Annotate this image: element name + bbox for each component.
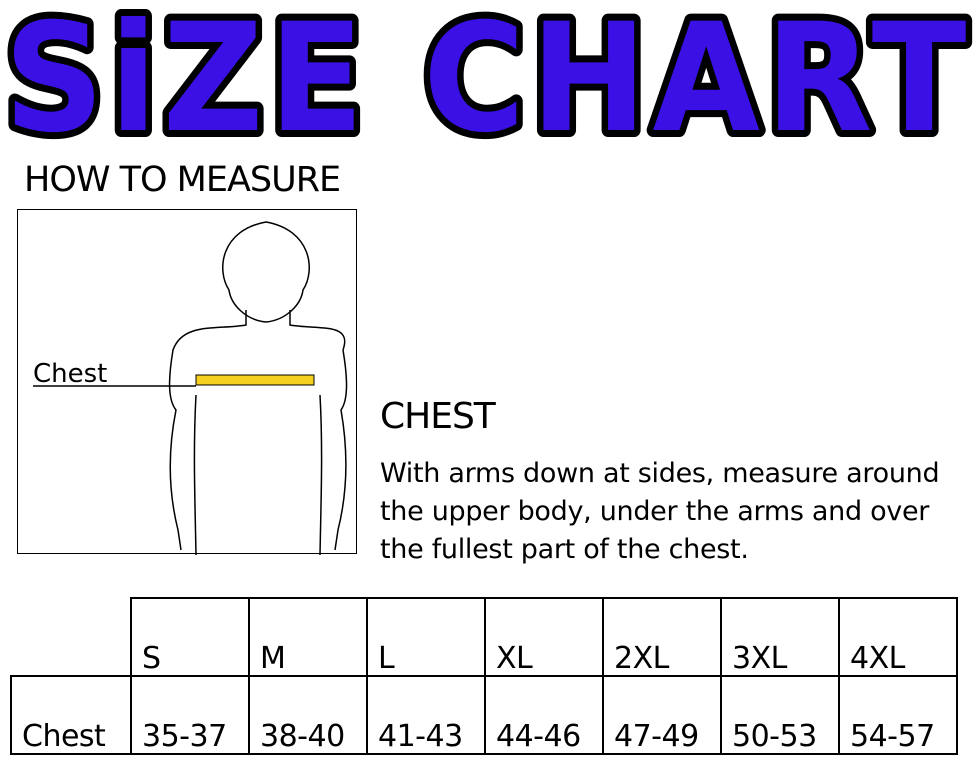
size-table: S M L XL 2XL 3XL 4XL Chest 35-37 38-40 4… [10, 597, 958, 755]
chest-value: 35-37 [130, 675, 250, 755]
size-header: XL [484, 597, 604, 677]
size-header: 4XL [838, 597, 958, 677]
how-to-measure-heading: HOW TO MEASURE [24, 160, 341, 200]
measurement-figure: Chest [17, 209, 357, 556]
chest-value: 44-46 [484, 675, 604, 755]
chest-value: 38-40 [248, 675, 368, 755]
empty-corner-cell [11, 598, 131, 676]
size-header: 2XL [602, 597, 722, 677]
chest-value: 54-57 [838, 675, 958, 755]
body-outline-icon: Chest [33, 221, 348, 556]
table-row: Chest 35-37 38-40 41-43 44-46 47-49 50-5… [10, 675, 958, 755]
size-chart-title: SiZE CHART [0, 0, 973, 150]
chest-value: 50-53 [720, 675, 840, 755]
size-header: S [130, 597, 250, 677]
chest-heading: CHEST [380, 396, 496, 437]
title-text: SiZE CHART [4, 0, 972, 150]
row-label: Chest [10, 675, 132, 755]
table-header-row: S M L XL 2XL 3XL 4XL [11, 597, 958, 677]
size-header: M [248, 597, 368, 677]
chest-description: With arms down at sides, measure around … [380, 458, 940, 565]
chest-value: 41-43 [366, 675, 486, 755]
chest-value: 47-49 [602, 675, 722, 755]
size-header: 3XL [720, 597, 840, 677]
size-header: L [366, 597, 486, 677]
measuring-tape-icon [195, 374, 315, 386]
figure-chest-label: Chest [33, 359, 107, 389]
